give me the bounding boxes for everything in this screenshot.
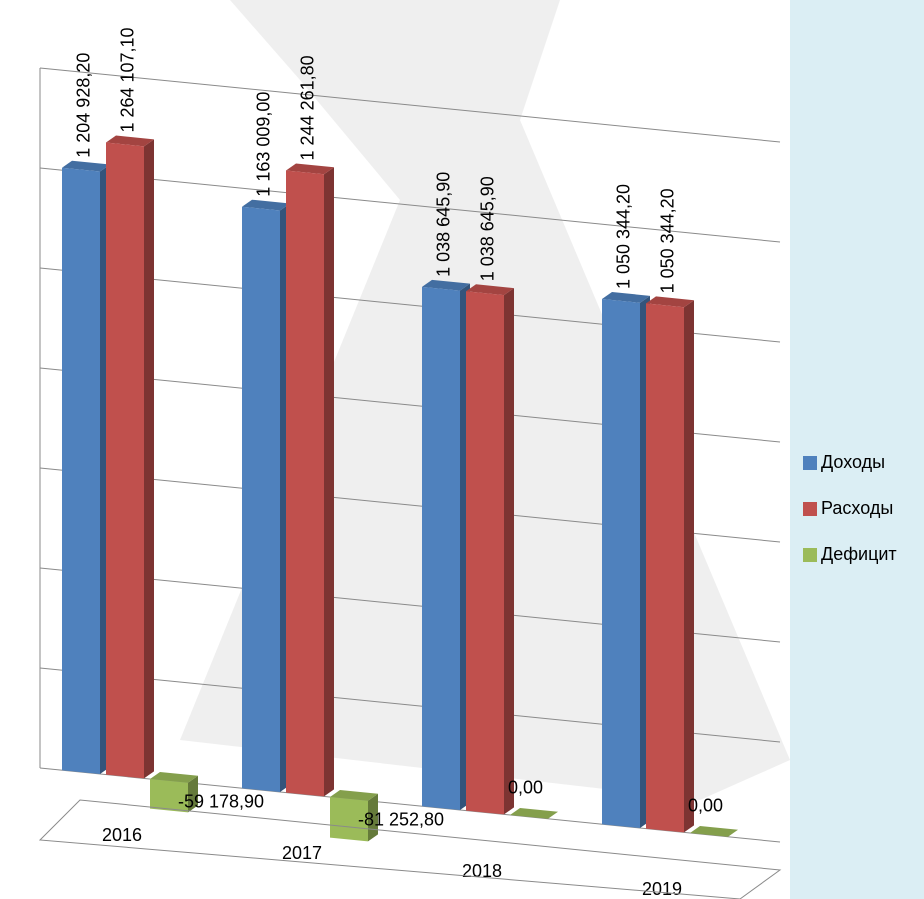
x-tick-label: 2019 [642, 879, 682, 899]
value-label: 1 038 645,90 [434, 172, 454, 277]
value-label: 1 038 645,90 [478, 176, 498, 281]
x-tick-label: 2016 [102, 825, 142, 845]
value-label: 1 204 928,20 [74, 53, 94, 158]
grid-line [39, 67, 781, 143]
bar-side [188, 775, 198, 813]
value-label: 0,00 [508, 778, 543, 798]
legend-label: Расходы [821, 498, 893, 518]
bar-top [422, 279, 470, 291]
legend-label: Доходы [821, 452, 885, 472]
grid-line [39, 167, 781, 243]
bar [330, 797, 368, 842]
legend-panel [790, 0, 924, 899]
bar [106, 142, 144, 779]
bar [466, 291, 504, 815]
bar-top [510, 808, 558, 819]
legend-label: Дефицит [821, 544, 897, 564]
value-label: 0,00 [688, 796, 723, 816]
bar [242, 206, 280, 792]
legend-swatch [803, 456, 817, 470]
x-tick-label: 2017 [282, 843, 322, 863]
bar-side [144, 139, 154, 779]
bar-side [324, 167, 334, 797]
bar [286, 170, 324, 797]
value-label: -81 252,80 [358, 810, 444, 830]
value-label: 1 244 261,80 [298, 55, 318, 160]
bar-side [504, 288, 514, 815]
bar-side [684, 300, 694, 833]
value-label: 1 050 344,20 [614, 184, 634, 289]
bar-top [62, 160, 110, 172]
bar-top [466, 284, 514, 296]
legend-swatch [803, 502, 817, 516]
bar-top [106, 135, 154, 147]
legend-swatch [803, 548, 817, 562]
bar-top [330, 790, 378, 801]
value-label: 1 264 107,10 [118, 27, 138, 132]
bar [422, 286, 460, 810]
bar-top [602, 292, 650, 303]
bar-top [646, 296, 694, 308]
bar [602, 299, 640, 828]
value-label: 1 163 009,00 [254, 92, 274, 197]
bar-top [286, 163, 334, 175]
bar [646, 303, 684, 833]
bar-top [690, 826, 738, 837]
value-label: -59 178,90 [178, 792, 264, 812]
floor [38, 799, 782, 899]
bar-top [242, 199, 290, 211]
bar [150, 779, 188, 813]
value-label: 1 050 344,20 [658, 188, 678, 293]
bar [62, 167, 100, 774]
bar-top [150, 772, 198, 783]
